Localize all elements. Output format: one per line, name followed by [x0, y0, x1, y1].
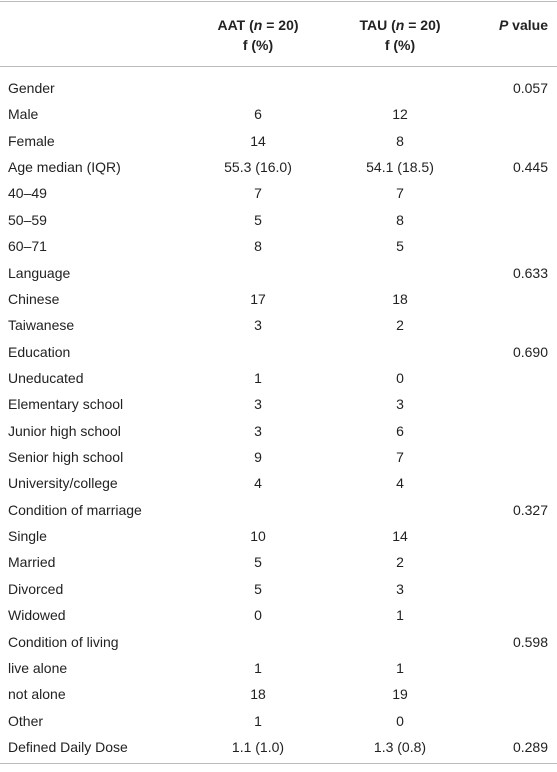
header-value: value	[508, 17, 548, 33]
cell-value: 8	[254, 238, 262, 255]
cell-value: 6	[254, 106, 262, 123]
cell-value: 7	[396, 449, 404, 466]
cell-value: 55.3 (16.0)	[224, 159, 292, 176]
header-rule	[0, 66, 557, 67]
cell-value: 3	[254, 422, 262, 439]
p-value: 0.633	[512, 264, 548, 281]
row-label: Uneducated	[8, 369, 84, 386]
cell-value: 14	[250, 132, 266, 149]
cell-value: 18	[250, 686, 266, 703]
row-label: Other	[8, 712, 44, 729]
cell-value: 1	[254, 369, 262, 386]
cell-value: 0	[396, 369, 404, 386]
column-header: TAU (n = 20)	[330, 16, 470, 34]
row-label: Female	[8, 132, 55, 149]
row-label: Condition of marriage	[8, 501, 142, 518]
row-label: Education	[8, 343, 71, 360]
row-label: Gender	[8, 80, 55, 96]
column-header: P value	[499, 16, 548, 34]
row-label: Chinese	[8, 290, 60, 307]
cell-value: 1	[396, 659, 404, 676]
row-label: Condition of living	[8, 633, 119, 650]
cell-value: 8	[396, 132, 404, 149]
row-label: 60–71	[8, 238, 47, 255]
header-n: n	[395, 17, 405, 33]
cell-value: 1	[396, 607, 404, 624]
row-label: Single	[8, 528, 47, 545]
cell-value: 12	[392, 106, 408, 123]
row-label: 40–49	[8, 185, 47, 202]
cell-value: 2	[396, 554, 404, 571]
header-p: P	[498, 17, 509, 33]
row-label: Junior high school	[8, 422, 121, 439]
cell-value: 7	[254, 185, 262, 202]
cell-value: 5	[254, 580, 262, 597]
row-label: Male	[8, 106, 39, 123]
bottom-rule	[0, 763, 557, 764]
cell-value: 5	[254, 554, 262, 571]
cell-value: 2	[396, 317, 404, 334]
header-count: = 20)	[404, 17, 441, 33]
cell-value: 18	[392, 290, 408, 307]
p-value: 0.327	[512, 501, 548, 518]
row-label: Defined Daily Dose	[8, 739, 128, 755]
p-value: 0.057	[512, 80, 548, 96]
cell-value: 10	[250, 528, 266, 545]
header-paren: (	[245, 17, 254, 33]
p-value: 0.690	[512, 343, 548, 360]
cell-value: 0	[254, 607, 262, 624]
row-label: live alone	[8, 659, 68, 676]
cell-value: 8	[396, 211, 404, 228]
cell-value: 5	[396, 238, 404, 255]
row-label: not alone	[8, 686, 66, 703]
column-header: AAT (n = 20)	[188, 16, 328, 34]
top-rule	[0, 1, 557, 2]
header-n: n	[253, 17, 263, 33]
cell-value: 3	[254, 317, 262, 334]
cell-value: 6	[396, 422, 404, 439]
cell-value: 3	[254, 396, 262, 413]
row-label: Age median (IQR)	[8, 159, 121, 176]
cell-value: 1.3 (0.8)	[373, 739, 427, 755]
cell-value: 1.1 (1.0)	[231, 739, 285, 755]
row-label: Senior high school	[8, 449, 124, 466]
header-group: TAU	[359, 17, 388, 33]
row-label: Widowed	[8, 607, 66, 624]
header-count: = 20)	[262, 17, 299, 33]
cell-value: 1	[254, 712, 262, 729]
cell-value: 1	[254, 659, 262, 676]
row-label: University/college	[8, 475, 118, 492]
header-sub: f (%)	[242, 37, 274, 53]
cell-value: 5	[254, 211, 262, 228]
row-label: 50–59	[8, 211, 47, 228]
header-group: AAT	[217, 17, 246, 33]
cell-value: 19	[392, 686, 408, 703]
p-value: 0.289	[512, 739, 548, 755]
row-label: Elementary school	[8, 396, 124, 413]
cell-value: 54.1 (18.5)	[366, 159, 434, 176]
p-value: 0.598	[512, 633, 548, 650]
cell-value: 3	[396, 580, 404, 597]
cell-value: 7	[396, 185, 404, 202]
header-sub: f (%)	[384, 37, 416, 53]
row-label: Language	[8, 264, 71, 281]
row-label: Married	[8, 554, 56, 571]
p-value: 0.445	[512, 159, 548, 176]
cell-value: 4	[254, 475, 262, 492]
row-label: Divorced	[8, 580, 64, 597]
header-paren: (	[387, 17, 396, 33]
cell-value: 0	[396, 712, 404, 729]
cell-value: 4	[396, 475, 404, 492]
cell-value: 3	[396, 396, 404, 413]
cell-value: 17	[250, 290, 266, 307]
cell-value: 14	[392, 528, 408, 545]
row-label: Taiwanese	[8, 317, 75, 334]
cell-value: 9	[254, 449, 262, 466]
